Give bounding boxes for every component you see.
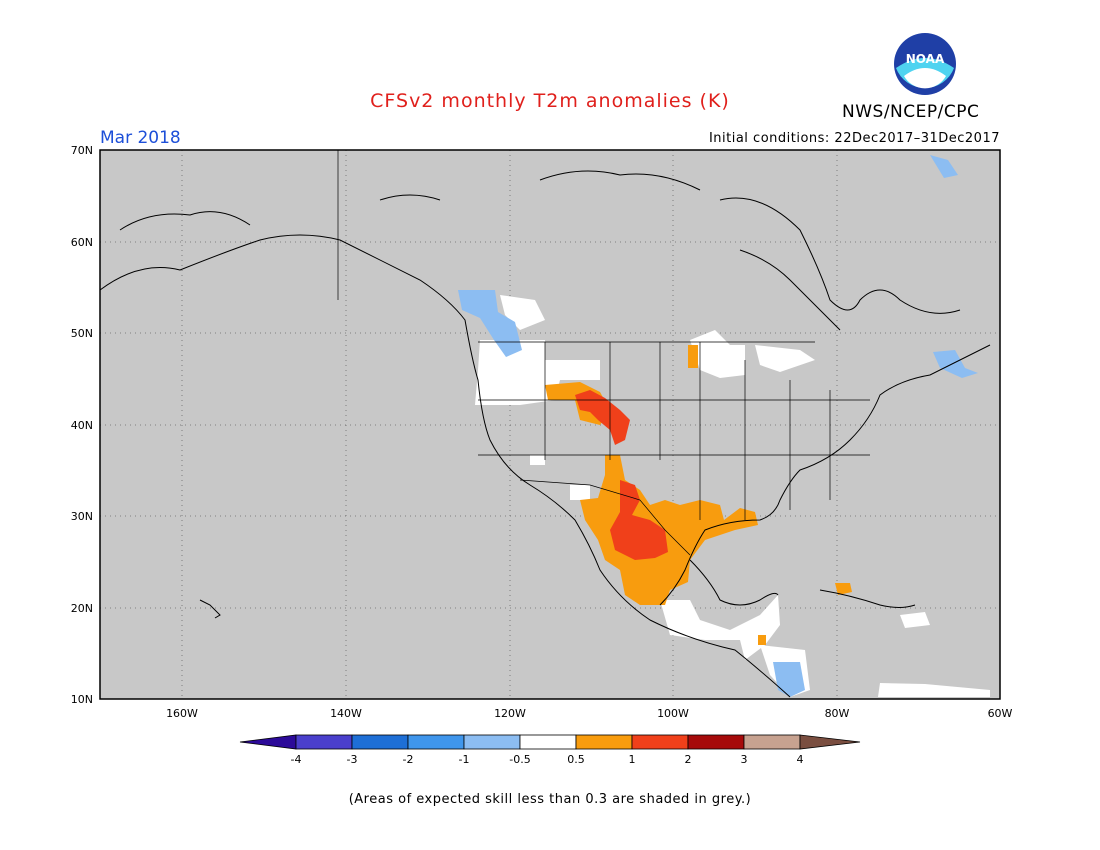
lon-label: 120W (494, 707, 526, 720)
initial-conditions: Initial conditions: 22Dec2017–31Dec2017 (708, 131, 1000, 146)
legend-swatch (631, 734, 689, 750)
lon-label: 60W (988, 707, 1013, 720)
lat-label: 50N (71, 327, 93, 340)
legend-label: 3 (741, 753, 748, 766)
lat-label: 40N (71, 419, 93, 432)
forecast-period: Mar 2018 (100, 128, 181, 148)
longitude-labels: 160W 140W 120W 100W 80W 60W (166, 707, 1012, 720)
legend-swatch (575, 734, 633, 750)
noaa-logo: NOAA (894, 33, 956, 95)
legend-swatch (743, 734, 801, 750)
legend-label: -3 (347, 753, 358, 766)
legend-label: -0.5 (509, 753, 530, 766)
coastlines (99, 170, 991, 698)
legend-label: 2 (685, 753, 692, 766)
lat-label: 10N (71, 693, 93, 706)
warm-anomaly-areas (545, 345, 852, 645)
lon-label: 80W (825, 707, 850, 720)
legend-label: 4 (797, 753, 804, 766)
legend-swatch (463, 734, 521, 750)
map-background (100, 150, 1000, 699)
legend-label: 1 (629, 753, 636, 766)
cold-anomaly-areas (458, 155, 978, 697)
legend-label: 0.5 (567, 753, 585, 766)
lat-label: 70N (71, 144, 93, 157)
legend-swatch (407, 734, 465, 750)
legend-label: -1 (459, 753, 470, 766)
lon-label: 100W (657, 707, 689, 720)
lon-label: 160W (166, 707, 198, 720)
legend-swatch (687, 734, 745, 750)
legend-labels: -4 -3 -2 -1 -0.5 0.5 1 2 3 4 (291, 753, 804, 766)
legend-arrow-right (799, 734, 861, 750)
lat-label: 30N (71, 510, 93, 523)
legend-swatch (295, 734, 353, 750)
gridlines (100, 150, 1000, 699)
skill-footnote: (Areas of expected skill less than 0.3 a… (348, 792, 752, 807)
color-legend (239, 734, 861, 750)
lat-label: 60N (71, 236, 93, 249)
legend-arrow-left (239, 734, 297, 750)
map-title: CFSv2 monthly T2m anomalies (K) (370, 90, 730, 112)
legend-swatch (519, 734, 577, 750)
state-borders (337, 150, 870, 556)
legend-swatch (351, 734, 409, 750)
anomaly-map: 70N 60N 50N 40N 30N 20N 10N 160W 140W 12… (71, 144, 1013, 766)
legend-label: -2 (403, 753, 414, 766)
org-label: NWS/NCEP/CPC (842, 102, 980, 122)
legend-label: -4 (291, 753, 302, 766)
latitude-labels: 70N 60N 50N 40N 30N 20N 10N (71, 144, 93, 706)
lat-label: 20N (71, 602, 93, 615)
svg-text:NOAA: NOAA (906, 52, 945, 66)
lon-label: 140W (330, 707, 362, 720)
map-frame (99, 149, 1001, 700)
